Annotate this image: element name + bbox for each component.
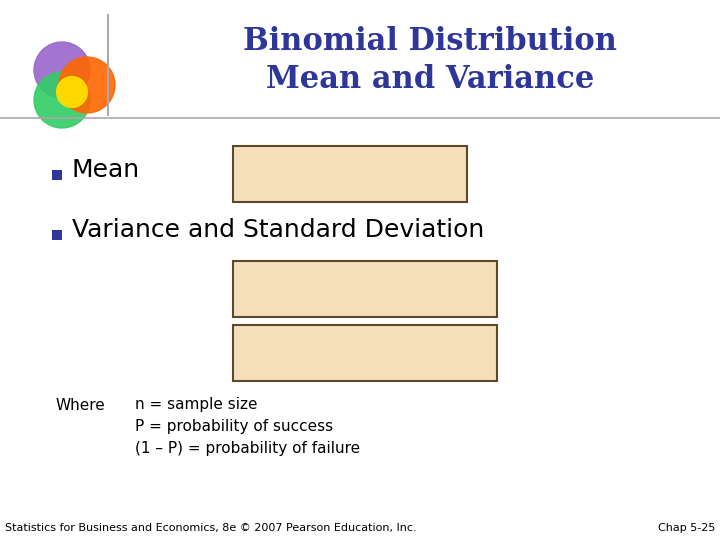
Text: $\sigma^2 = nP(1\!-\!P)$: $\sigma^2 = nP(1\!-\!P)$	[270, 273, 460, 306]
Text: Variance and Standard Deviation: Variance and Standard Deviation	[72, 218, 485, 242]
FancyBboxPatch shape	[233, 261, 497, 317]
FancyBboxPatch shape	[52, 170, 62, 180]
Text: Binomial Distribution: Binomial Distribution	[243, 26, 617, 57]
Text: Mean and Variance: Mean and Variance	[266, 64, 594, 96]
FancyBboxPatch shape	[233, 146, 467, 202]
Text: Statistics for Business and Economics, 8e © 2007 Pearson Education, Inc.: Statistics for Business and Economics, 8…	[5, 523, 417, 533]
Circle shape	[59, 57, 115, 113]
FancyBboxPatch shape	[52, 230, 62, 240]
Text: (1 – P) = probability of failure: (1 – P) = probability of failure	[135, 442, 360, 456]
Text: $\mu = E(x) = nP$: $\mu = E(x) = nP$	[256, 158, 444, 190]
Circle shape	[57, 77, 87, 107]
Text: P = probability of success: P = probability of success	[135, 420, 333, 435]
Text: $\sigma = \sqrt{nP(1\!-\!P)}$: $\sigma = \sqrt{nP(1\!-\!P)}$	[258, 332, 472, 374]
Text: n = sample size: n = sample size	[135, 397, 258, 413]
Text: Mean: Mean	[72, 158, 140, 182]
Circle shape	[34, 72, 90, 128]
FancyBboxPatch shape	[233, 325, 497, 381]
Text: Where: Where	[55, 397, 104, 413]
Circle shape	[34, 42, 90, 98]
Text: Chap 5-25: Chap 5-25	[657, 523, 715, 533]
